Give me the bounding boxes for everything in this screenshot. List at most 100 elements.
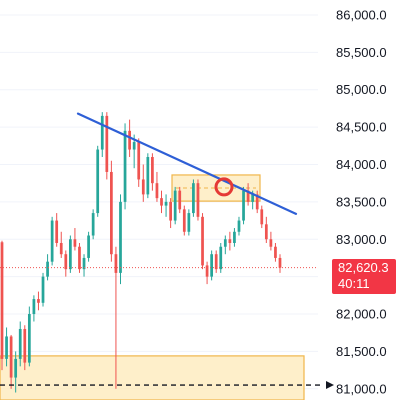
candle-countdown: 40:11 [338, 275, 370, 291]
candle-body [50, 220, 54, 262]
candle-body [160, 198, 163, 206]
candle [160, 190, 163, 214]
candle-body [219, 246, 223, 270]
candle [223, 235, 227, 255]
candle [50, 216, 54, 266]
candle [105, 112, 109, 180]
candle-body [214, 254, 218, 270]
current-price-badge: 82,620.3 40:11 [332, 258, 396, 294]
candle [187, 209, 191, 236]
candle-body [264, 224, 268, 240]
candle-body [14, 358, 18, 378]
candle [68, 235, 72, 273]
candle [37, 291, 40, 311]
candle-body [128, 130, 131, 150]
candle-body [246, 190, 250, 202]
candle-body [132, 142, 136, 150]
trendline [76, 112, 298, 215]
candle-body [278, 257, 282, 268]
overlays[interactable] [0, 112, 334, 390]
candle-body [164, 201, 168, 206]
candle-body [78, 246, 81, 270]
candle [14, 351, 18, 393]
candle-body [55, 220, 59, 243]
price-axis-label: 84,500.0 [336, 120, 387, 135]
candle-body [9, 336, 13, 378]
candle [9, 334, 13, 389]
candle [41, 272, 45, 307]
candle-body [82, 257, 86, 270]
candle [141, 164, 145, 202]
bottom-zone [0, 355, 305, 400]
candle [205, 261, 209, 285]
candle-body [73, 239, 77, 247]
candle [123, 123, 127, 210]
candle-body [23, 328, 27, 363]
candle [55, 213, 59, 247]
candle [228, 231, 232, 251]
price-axis-label: 81,000.0 [336, 381, 387, 396]
candle-body [182, 209, 186, 232]
candle [169, 198, 172, 229]
candle [269, 231, 273, 251]
candle [155, 171, 159, 202]
candle-body [169, 201, 172, 221]
candle-body [68, 239, 72, 270]
candle [274, 242, 277, 262]
candle [87, 231, 90, 262]
candle [78, 242, 81, 273]
candle-body [151, 157, 154, 184]
candle [219, 242, 223, 273]
price-axis-label: 83,000.0 [336, 232, 387, 247]
candle [214, 250, 218, 273]
price-axis-label: 85,000.0 [336, 82, 387, 97]
candle-body [201, 216, 204, 266]
candle-body [5, 336, 8, 359]
candle [137, 138, 141, 187]
candle [27, 306, 31, 367]
candle-body [192, 183, 195, 214]
candle [196, 179, 200, 221]
candle-body [237, 220, 241, 232]
candle-body [37, 299, 40, 303]
candle-body [255, 194, 259, 210]
price-axis-label: 84,000.0 [336, 157, 387, 172]
candle [96, 145, 100, 217]
candle [73, 228, 77, 251]
candle-body [146, 157, 150, 195]
candle-body [32, 299, 36, 315]
candle-body [64, 254, 68, 270]
price-axis[interactable]: 86,000.0 85,500.0 85,000.0 84,500.0 84,000.0… [336, 7, 387, 396]
candle [246, 183, 250, 206]
candle [233, 228, 236, 247]
candle-body [105, 115, 109, 172]
candle-body [91, 213, 95, 236]
candle-body [210, 254, 214, 277]
candle [173, 186, 177, 225]
candle-body [96, 149, 100, 214]
candle-body [110, 171, 113, 255]
candle-body [251, 194, 255, 202]
candle-body [223, 239, 227, 247]
price-axis-label: 81,500.0 [336, 344, 387, 359]
candle-body [178, 190, 182, 210]
candle-body [187, 213, 191, 232]
candle [151, 153, 154, 191]
candle [201, 213, 204, 270]
candle-body [41, 276, 45, 303]
candle [32, 295, 36, 322]
candle-body [87, 235, 90, 258]
candle [46, 254, 49, 281]
candle [23, 325, 27, 371]
candle [255, 190, 259, 214]
level-arrow-icon [326, 381, 334, 390]
candle-body [123, 130, 127, 202]
candle [82, 254, 86, 277]
candle [178, 186, 182, 214]
highlight-circle-icon [214, 177, 234, 197]
candle-body [46, 261, 49, 277]
candles [0, 112, 282, 393]
candle [164, 194, 168, 217]
